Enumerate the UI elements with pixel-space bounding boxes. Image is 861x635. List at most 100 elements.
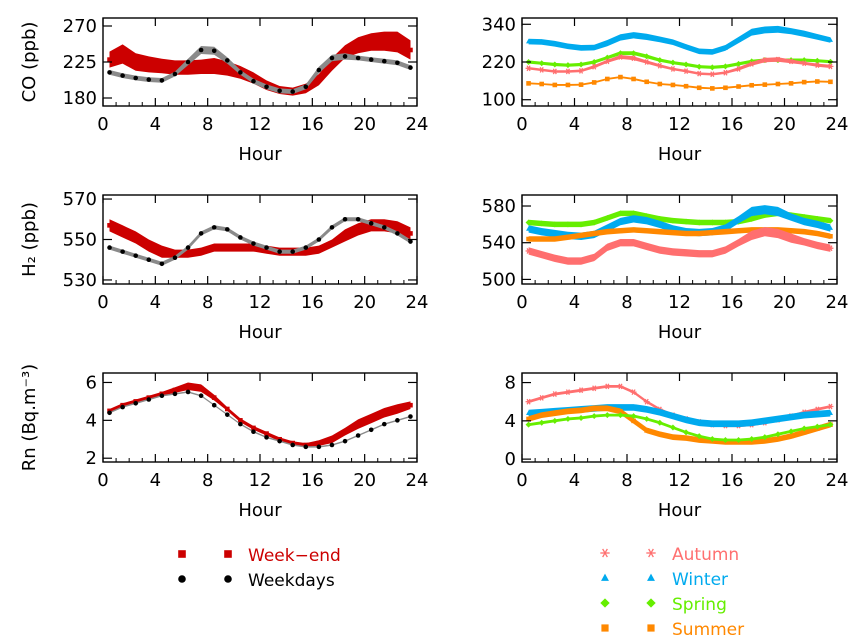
data-point-weekdays [303, 84, 309, 90]
data-point-summer [762, 438, 768, 444]
data-point-weekdays [224, 412, 230, 417]
data-point-autumn-stroke [539, 251, 544, 258]
data-point-weekend [355, 227, 361, 232]
data-point-summer [815, 79, 820, 84]
data-point-spring [591, 413, 598, 420]
series-band-summer [528, 405, 831, 445]
data-point-weekend [159, 63, 165, 69]
x-tick-label: 12 [668, 114, 691, 135]
data-point-summer [618, 74, 623, 80]
data-point-summer [749, 227, 754, 233]
data-point-winter [709, 420, 715, 426]
x-tick-label: 20 [353, 292, 376, 313]
panel-h2-weekly: 0 4 8 12 16 20 24 Hour 530 550 570 H₂ (ppb) [19, 189, 428, 343]
x-tick-label: 24 [406, 292, 429, 313]
data-point-weekend [342, 233, 348, 238]
data-point-weekend [185, 65, 191, 70]
x-tick-label: 12 [249, 114, 272, 135]
data-point-weekend [251, 75, 256, 81]
data-point-summer [552, 82, 558, 88]
data-point-autumn-stroke [684, 68, 689, 75]
data-point-weekdays [290, 249, 296, 254]
data-point-autumn [578, 67, 585, 74]
x-axis-label: Hour [658, 144, 702, 165]
data-point-autumn-stroke [605, 244, 610, 251]
legend-marker-autumn [646, 548, 656, 558]
data-point-spring [525, 421, 532, 428]
legend-label-spring: Spring [672, 595, 727, 615]
data-point-weekdays [329, 442, 335, 448]
data-point-autumn [696, 70, 703, 77]
data-point-winter [657, 409, 663, 415]
data-point-autumn-stroke [644, 243, 649, 250]
data-point-weekend [316, 440, 322, 446]
data-point-weekdays [211, 402, 217, 408]
data-point-weekend [185, 251, 191, 256]
data-point-summer [526, 416, 531, 422]
data-point-weekend [120, 229, 125, 234]
data-point-autumn [722, 69, 729, 76]
data-point-winter [617, 218, 623, 224]
data-point-winter [604, 225, 610, 230]
y-tick-label: 270 [63, 16, 97, 37]
data-point-weekdays [277, 88, 282, 94]
data-point-weekdays [381, 225, 387, 230]
data-point-winter [827, 225, 833, 230]
data-point-spring [551, 61, 558, 68]
data-point-autumn [617, 239, 624, 246]
data-point-weekdays [316, 67, 322, 73]
data-point-winter [631, 404, 637, 410]
data-point-autumn-stroke [565, 258, 570, 264]
data-point-autumn [748, 232, 755, 239]
data-point-autumn [801, 60, 808, 67]
data-point-weekdays [368, 57, 374, 62]
data-point-weekdays [395, 418, 400, 423]
data-point-weekend [198, 249, 204, 254]
data-point-summer [631, 227, 636, 233]
panel-rn-seasonal: 0 4 8 12 16 20 24 Hour 0 4 8 [505, 372, 848, 521]
data-point-weekend [224, 66, 230, 71]
data-point-weekdays [238, 70, 243, 75]
data-point-spring [814, 215, 821, 222]
data-point-spring [827, 421, 834, 428]
data-point-autumn [814, 242, 821, 249]
data-point-weekdays [159, 393, 165, 399]
series-band-weekdays [109, 46, 411, 94]
data-point-spring [630, 50, 637, 57]
data-point-weekend [342, 49, 348, 54]
data-point-winter [644, 217, 650, 223]
data-point-winter [749, 420, 755, 425]
data-point-winter [801, 412, 807, 417]
data-point-summer [683, 435, 689, 441]
data-point-summer [644, 79, 649, 85]
x-tick-label: 8 [202, 292, 213, 313]
data-point-weekend [408, 47, 413, 53]
data-point-autumn-stroke [657, 247, 662, 253]
data-point-weekend [303, 249, 309, 254]
data-point-autumn [617, 54, 624, 60]
data-point-autumn-stroke [644, 59, 649, 65]
data-point-autumn [525, 65, 532, 72]
x-tick-label: 20 [353, 470, 376, 491]
data-point-autumn-stroke [592, 63, 597, 70]
data-point-summer [723, 85, 728, 91]
data-point-autumn [591, 254, 598, 261]
data-point-autumn-stroke [539, 394, 544, 401]
data-point-weekdays [107, 245, 112, 250]
data-point-autumn-stroke [526, 248, 531, 254]
data-point-weekdays [159, 78, 165, 83]
data-point-autumn [643, 398, 650, 405]
data-point-weekend [342, 429, 348, 435]
x-tick-label: 12 [668, 292, 691, 313]
data-point-spring [604, 412, 611, 419]
legend-label-winter: Winter [672, 570, 728, 590]
data-point-autumn-stroke [526, 65, 531, 72]
data-point-weekdays [120, 73, 125, 78]
data-point-spring [696, 63, 703, 70]
data-point-weekdays [264, 245, 269, 250]
data-point-autumn-stroke [605, 383, 610, 390]
data-point-spring [696, 219, 703, 226]
data-point-autumn-stroke [749, 232, 754, 239]
series-band-winter [528, 25, 831, 55]
